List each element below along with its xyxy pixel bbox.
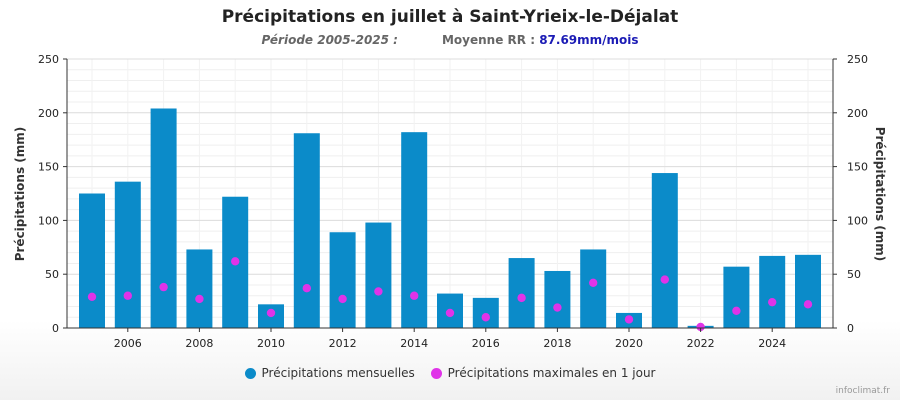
y-tick-label-left: 250 <box>38 53 59 66</box>
bar-2025 <box>795 254 821 328</box>
dot-2009 <box>231 257 240 266</box>
legend-item-max-daily[interactable]: Précipitations maximales en 1 jour <box>430 366 656 380</box>
y-tick-label-right: 0 <box>847 322 854 335</box>
x-tick-label: 2014 <box>400 337 428 350</box>
y-tick-label-left: 200 <box>38 107 59 120</box>
dot-2014 <box>410 291 419 300</box>
axes <box>66 59 834 329</box>
x-tick-label: 2016 <box>472 337 500 350</box>
bar-2017 <box>508 258 535 328</box>
dot-2017 <box>517 293 526 303</box>
minor-grid <box>67 59 833 328</box>
y-axis-label-left: Précipitations (mm) <box>13 127 27 262</box>
average-value: 87.69mm/mois <box>539 33 639 47</box>
dot-2022 <box>696 322 705 332</box>
y-tick-label-right: 100 <box>847 214 868 227</box>
dot-2023 <box>732 306 741 315</box>
bar-2005 <box>79 193 105 328</box>
y-tick-label-right: 250 <box>847 53 868 66</box>
bar-2006 <box>114 181 141 328</box>
max-daily-dots <box>87 257 813 332</box>
average-label: Moyenne RR : <box>441 33 535 47</box>
period-label: Période 2005-2025 : <box>261 33 398 47</box>
y-tick-label-left: 50 <box>45 268 59 281</box>
y-tick-label-right: 200 <box>847 107 868 120</box>
bar-2018 <box>544 270 571 328</box>
dot-2024 <box>768 297 777 307</box>
dot-2016 <box>481 313 490 322</box>
legend: Précipitations mensuelles Précipitations… <box>0 366 900 382</box>
legend-marker-monthly <box>244 367 256 379</box>
bar-2008 <box>186 249 213 328</box>
bar-2023 <box>723 266 750 328</box>
dot-2007 <box>159 282 168 292</box>
bar-2024 <box>759 255 786 328</box>
legend-label-monthly: Précipitations mensuelles <box>261 366 415 380</box>
chart-subtitle: Période 2005-2025 : Moyenne RR : 87.69mm/… <box>0 33 900 47</box>
x-tick-label: 2008 <box>185 337 213 350</box>
x-tick-label: 2010 <box>257 337 285 350</box>
bar-2011 <box>293 133 320 328</box>
dot-2006 <box>123 291 132 300</box>
dot-2019 <box>589 278 598 288</box>
dot-2011 <box>302 283 311 293</box>
dot-2012 <box>338 294 347 304</box>
legend-item-monthly[interactable]: Précipitations mensuelles <box>244 366 415 380</box>
x-tick-label: 2012 <box>329 337 357 350</box>
y-tick-label-right: 50 <box>847 268 861 281</box>
dot-2015 <box>445 308 455 318</box>
bar-2016 <box>472 297 499 328</box>
x-ticks: 2006 2008 2010 2012 2014 2016 2018 2020 2022 2024 <box>114 328 786 350</box>
bar-2021 <box>651 173 678 328</box>
dot-2013 <box>374 287 383 296</box>
dot-2010 <box>266 308 276 318</box>
y-tick-label-left: 0 <box>52 322 59 335</box>
y-ticks-left: 0 50 100 150 200 250 <box>38 53 67 335</box>
x-tick-label: 2006 <box>114 337 142 350</box>
dot-2008 <box>195 294 204 304</box>
x-tick-label: 2024 <box>758 337 786 350</box>
monthly-bars <box>79 108 821 328</box>
y-tick-label-right: 150 <box>847 161 868 174</box>
bar-2012 <box>329 232 356 328</box>
y-tick-label-left: 100 <box>38 214 59 227</box>
dot-2018 <box>553 303 562 312</box>
bar-2013 <box>365 222 392 328</box>
y-tick-label-left: 150 <box>38 161 59 174</box>
source-credit: infoclimat.fr <box>835 386 890 396</box>
dot-2020 <box>624 315 634 324</box>
bar-2019 <box>580 249 607 328</box>
legend-label-max-daily: Précipitations maximales en 1 jour <box>447 366 656 380</box>
dot-2025 <box>803 300 813 309</box>
x-tick-label: 2020 <box>615 337 643 350</box>
x-tick-label: 2022 <box>687 337 715 350</box>
y-ticks-right: 0 50 100 150 200 250 <box>833 53 868 335</box>
x-tick-label: 2018 <box>543 337 571 350</box>
legend-marker-max-daily <box>430 367 442 379</box>
bar-2007 <box>150 108 177 328</box>
dot-2005 <box>87 292 97 301</box>
chart-title: Précipitations en juillet à Saint-Yrieix… <box>221 7 679 27</box>
y-axis-label-right: Précipitations (mm) <box>873 127 887 262</box>
dot-2021 <box>660 275 669 284</box>
